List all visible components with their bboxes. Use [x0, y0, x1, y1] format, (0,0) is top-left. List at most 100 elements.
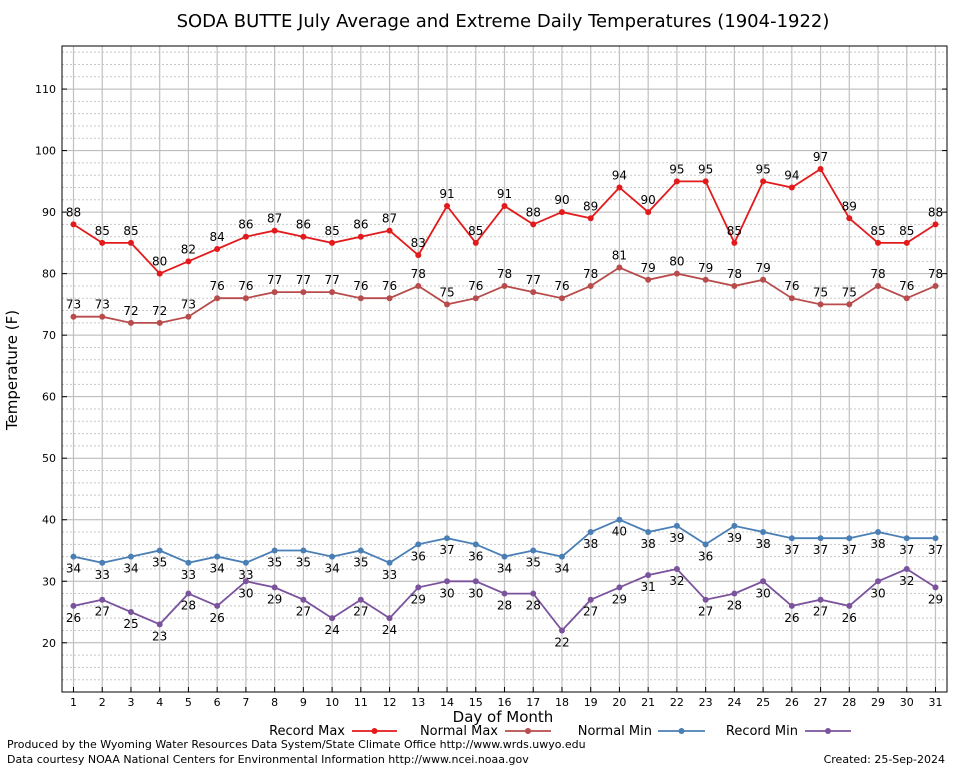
data-label: 85 — [899, 224, 914, 238]
data-point — [760, 578, 767, 585]
data-point — [616, 184, 623, 191]
data-point — [616, 516, 623, 523]
series-record-max: 88 85 85 80 82 84 86 87 86 85 86 87 83 91 85 91 88 90 89 94… — [66, 150, 943, 277]
data-label: 37 — [784, 543, 799, 557]
data-point — [185, 559, 192, 566]
data-label: 76 — [382, 279, 397, 293]
data-label: 39 — [669, 531, 684, 545]
data-label: 38 — [641, 537, 656, 551]
data-label: 35 — [152, 555, 167, 569]
x-tick-label: 16 — [498, 696, 512, 709]
data-point — [472, 295, 479, 302]
data-label: 37 — [928, 543, 943, 557]
data-point — [472, 239, 479, 246]
data-point — [903, 239, 910, 246]
data-point — [444, 578, 451, 585]
footer-produced-by: Produced by the Wyoming Water Resources … — [7, 738, 586, 751]
data-label: 38 — [755, 537, 770, 551]
data-point — [99, 559, 106, 566]
data-label: 37 — [899, 543, 914, 557]
data-label: 88 — [526, 205, 541, 219]
data-label: 27 — [95, 605, 110, 619]
data-point — [271, 227, 278, 234]
data-label: 33 — [95, 568, 110, 582]
data-label: 30 — [755, 586, 770, 600]
data-label: 77 — [526, 273, 541, 287]
data-label: 83 — [411, 236, 426, 250]
data-label: 86 — [353, 218, 368, 232]
data-point — [329, 239, 336, 246]
data-point — [444, 301, 451, 308]
data-point — [817, 301, 824, 308]
y-tick-label: 90 — [42, 206, 56, 219]
data-label: 79 — [755, 261, 770, 275]
data-label: 78 — [928, 267, 943, 281]
data-label: 95 — [698, 162, 713, 176]
data-point — [731, 282, 738, 289]
data-label: 30 — [870, 586, 885, 600]
x-tick-label: 3 — [127, 696, 134, 709]
x-tick-label: 14 — [440, 696, 454, 709]
x-tick-label: 4 — [156, 696, 163, 709]
data-label: 87 — [382, 212, 397, 226]
legend-label: Normal Min — [578, 724, 652, 739]
data-label: 27 — [353, 605, 368, 619]
data-point — [817, 535, 824, 542]
data-label: 76 — [899, 279, 914, 293]
data-point — [903, 535, 910, 542]
data-label: 33 — [181, 568, 196, 582]
x-tick-label: 20 — [612, 696, 626, 709]
x-tick-label: 6 — [214, 696, 221, 709]
data-label: 88 — [66, 205, 81, 219]
data-point — [185, 590, 192, 597]
series-record-min: 26 27 25 23 28 26 30 29 27 24 27 24 29 30 30 28 28 22 27 29… — [66, 565, 943, 649]
data-point — [300, 596, 307, 603]
data-point — [501, 590, 508, 597]
data-point — [788, 184, 795, 191]
data-label: 34 — [554, 562, 569, 576]
data-label: 40 — [612, 525, 627, 539]
data-point — [300, 547, 307, 554]
data-label: 76 — [554, 279, 569, 293]
data-point — [127, 239, 134, 246]
y-tick-label: 110 — [35, 83, 56, 96]
data-point — [616, 584, 623, 591]
x-tick-label: 13 — [411, 696, 425, 709]
data-label: 85 — [123, 224, 138, 238]
x-tick-label: 30 — [900, 696, 914, 709]
data-point — [731, 239, 738, 246]
data-point — [156, 621, 163, 628]
data-point — [587, 529, 594, 536]
data-point — [673, 522, 680, 529]
x-tick-label: 2 — [99, 696, 106, 709]
x-tick-label: 22 — [670, 696, 684, 709]
x-tick-label: 26 — [785, 696, 799, 709]
data-point — [70, 602, 77, 609]
data-point — [645, 276, 652, 283]
data-label: 27 — [583, 605, 598, 619]
data-label: 75 — [813, 285, 828, 299]
y-tick-label: 40 — [42, 514, 56, 527]
grid-lines — [62, 46, 947, 693]
series-normal-min: 34 33 34 35 33 34 33 35 35 34 35 33 36 37 36 34 35 34 38 40… — [66, 516, 943, 582]
x-tick-label: 9 — [300, 696, 307, 709]
data-label: 76 — [784, 279, 799, 293]
data-point — [357, 295, 364, 302]
data-point — [329, 615, 336, 622]
data-point — [616, 264, 623, 271]
data-point — [214, 553, 221, 560]
data-label: 33 — [382, 568, 397, 582]
legend: Record Max Normal Max Normal Min Record Min — [269, 724, 851, 739]
data-point — [214, 602, 221, 609]
data-point — [587, 215, 594, 222]
data-label: 38 — [583, 537, 598, 551]
data-point — [702, 178, 709, 185]
data-label: 38 — [870, 537, 885, 551]
data-point — [501, 553, 508, 560]
x-tick-label: 8 — [271, 696, 278, 709]
data-point — [760, 276, 767, 283]
data-label: 91 — [497, 187, 512, 201]
data-label: 34 — [497, 562, 512, 576]
data-point — [587, 282, 594, 289]
